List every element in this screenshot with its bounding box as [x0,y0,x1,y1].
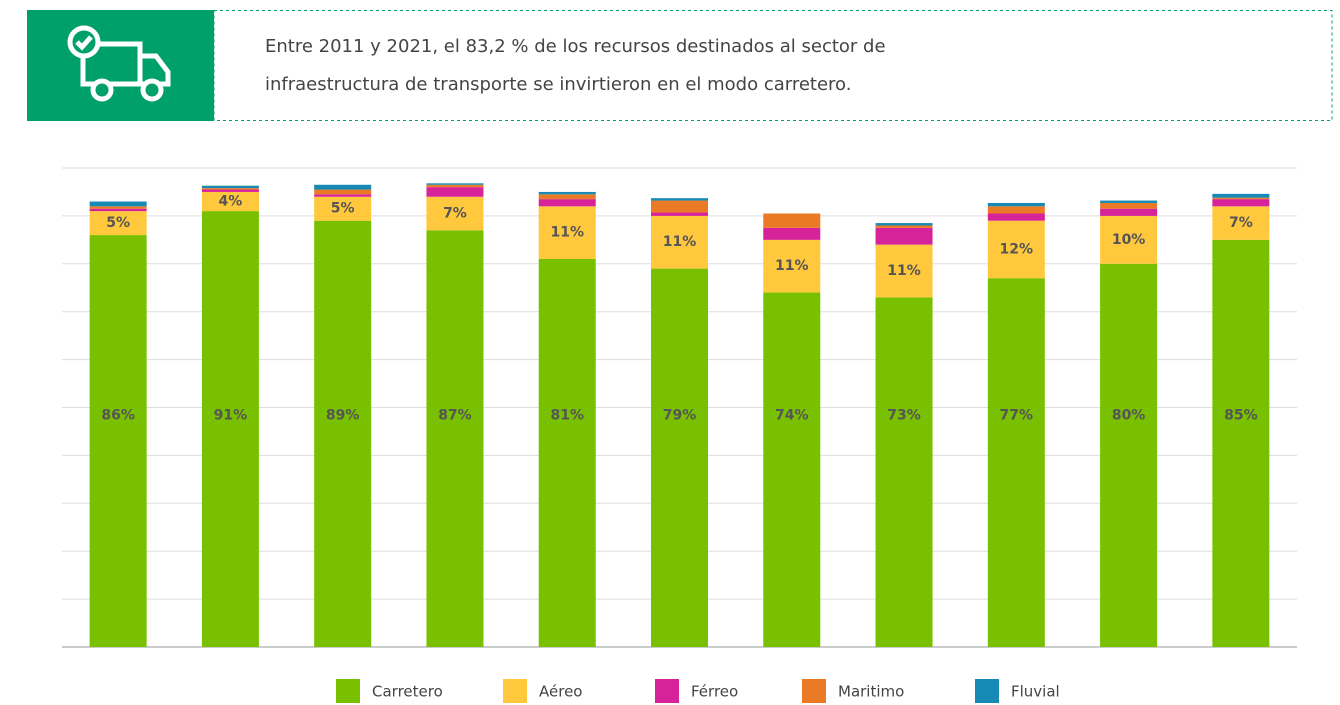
bar-segment [763,227,821,240]
bar-segment [987,213,1045,221]
data-label: 73% [887,408,921,424]
truck-icon [67,25,171,102]
bar-segment [426,183,484,185]
data-label: 5% [106,215,130,231]
bar-segment [201,188,259,190]
data-label: 12% [1000,241,1034,257]
bar-segment [987,220,1045,279]
bar-segment [201,211,259,648]
bar-segment [763,292,821,647]
bar-segment [1212,199,1270,207]
legend-label: Fluvial [1011,683,1060,701]
bar-segment [875,223,933,226]
bar-segment [1212,239,1270,647]
bar-segment [1100,208,1158,216]
bar-segment [651,198,708,201]
data-label: 77% [1000,408,1034,424]
data-label: 87% [438,408,472,424]
bar-segment [875,297,933,647]
bar-segment [987,206,1045,214]
data-label: 86% [101,408,135,424]
bar-segment [538,199,596,207]
bar-segment [201,185,259,189]
bar-segment [314,189,372,195]
bar-segment [1212,206,1270,240]
bar-segment [538,194,596,200]
bar-segment [201,191,259,212]
data-label: 5% [331,201,355,217]
data-label: 11% [550,225,584,241]
bar-segment [89,235,147,647]
data-label: 89% [326,408,360,424]
header-box [213,10,1333,121]
legend-swatch [336,679,360,703]
legend-swatch [975,679,999,703]
data-label: 74% [775,408,809,424]
bar-segment [875,227,933,245]
bar-segment [875,225,933,228]
data-label: 7% [443,206,467,222]
bar-segment [426,187,484,197]
bar-segment [1100,202,1158,209]
bar-segment [314,184,372,190]
bar-segment [651,268,708,647]
data-label: 85% [1224,408,1258,424]
bar-segment [426,230,484,647]
bar-segment [426,184,484,188]
bar-segment [1100,215,1158,264]
legend-label: Aéreo [539,683,582,701]
legend-swatch [802,679,826,703]
bar-segment [1100,263,1158,647]
header-icon-box [27,10,214,121]
legend-label: Maritimo [838,683,904,701]
bar-segment [1100,200,1158,203]
data-label: 11% [887,263,921,279]
data-label: 80% [1112,408,1146,424]
legend-swatch [655,679,679,703]
legend-label: Férreo [691,683,738,701]
bar-segment [538,191,596,195]
data-label: 7% [1229,215,1253,231]
bar-segment [89,201,147,207]
bar-segment [651,200,708,213]
data-label: 4% [219,194,243,210]
bar-segment [763,239,821,293]
bar-segment [201,189,259,192]
bar-segment [538,259,596,647]
bar-segment [875,244,933,298]
bar-segment [314,194,372,197]
data-label: 11% [775,258,809,274]
bar-segment [651,212,708,216]
legend-label: Carretero [372,683,443,701]
bar-segment [426,196,484,231]
header-text: Entre 2011 y 2021, el 83,2 % de los recu… [265,36,886,57]
bar-segment [89,208,147,212]
data-label: 10% [1112,232,1146,248]
bar-segment [1212,197,1270,200]
bar-segment [651,215,708,269]
bar-segment [314,220,372,647]
legend-swatch [503,679,527,703]
data-label: 79% [663,408,697,424]
bar-segment [314,196,372,221]
bar-segment [89,211,147,236]
data-label: 11% [663,234,697,250]
bar-segment [987,202,1045,207]
header-text: infraestructura de transporte se invirti… [265,74,851,95]
bar-segment [1212,193,1270,198]
bar-segment [987,278,1045,647]
bar-segment [763,213,821,228]
data-label: 91% [214,408,248,424]
bar-segment [538,206,596,260]
data-label: 81% [550,408,584,424]
bar-segment [89,206,147,209]
